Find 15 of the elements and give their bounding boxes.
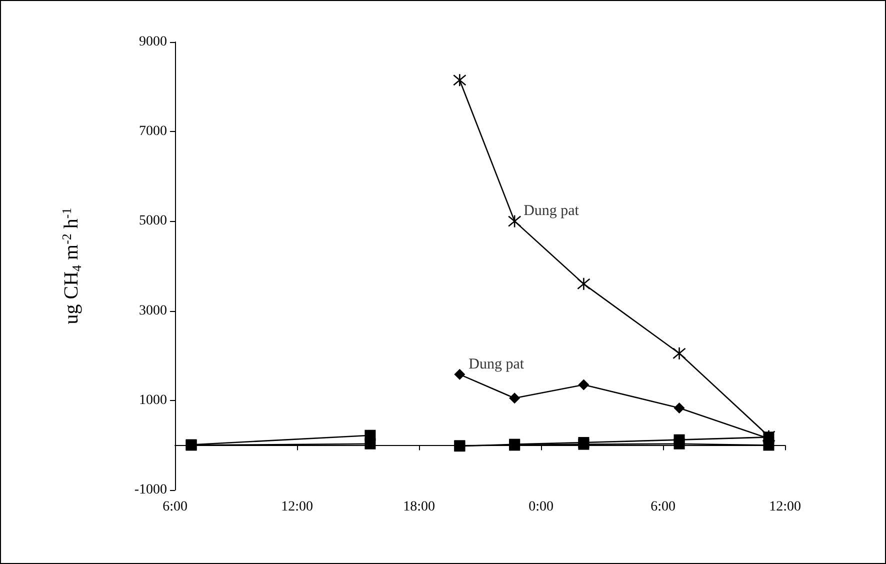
x-tick-label: 12:00 — [769, 500, 801, 514]
y-tick-label: 7000 — [139, 124, 167, 140]
annotation: Dung pat — [468, 356, 525, 372]
x-tick-label: 0:00 — [528, 500, 554, 514]
x-tick-label: 6:00 — [162, 500, 188, 514]
x-tick-label: 18:00 — [403, 500, 435, 514]
annotation: Dung pat — [524, 203, 580, 220]
y-tick-label: 9000 — [139, 34, 167, 50]
y-tick-label: 3000 — [139, 303, 167, 318]
y-axis-title: ug CH4 m-2 h-1 — [59, 208, 84, 324]
y-tick-label: 1000 — [139, 392, 167, 408]
x-tick-label: 6:00 — [650, 500, 676, 514]
y-tick-label: 5000 — [139, 214, 167, 229]
x-tick-label: 12:00 — [281, 500, 313, 514]
y-tick-label: -1000 — [134, 482, 167, 498]
